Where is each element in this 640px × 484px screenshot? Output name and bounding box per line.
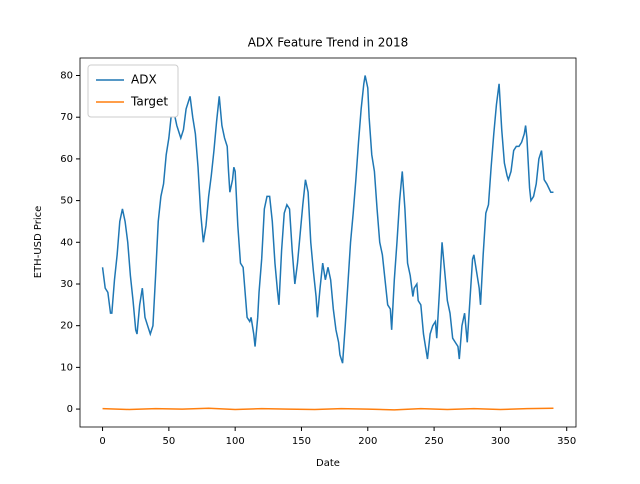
y-axis-label: ETH-USD Price: [33, 206, 44, 279]
legend-label: Target: [130, 95, 168, 109]
x-tick-label: 300: [491, 436, 510, 447]
legend-box: [87, 64, 179, 118]
y-tick-label: 0: [67, 404, 73, 415]
y-tick-label: 50: [60, 196, 73, 207]
x-tick-label: 250: [425, 436, 444, 447]
x-tick-label: 50: [162, 436, 175, 447]
chart-title: ADX Feature Trend in 2018: [248, 36, 409, 50]
data-line: [102, 407, 554, 411]
x-tick-label: 200: [358, 436, 377, 447]
y-tick-label: 60: [60, 154, 73, 165]
data-line: [101, 75, 554, 364]
plot-frame: [79, 57, 577, 428]
y-tick-label: 80: [60, 71, 73, 82]
y-tick-label: 20: [60, 321, 73, 332]
y-tick-label: 30: [60, 279, 73, 290]
y-tick-label: 40: [60, 237, 73, 248]
x-tick-label: 350: [557, 436, 576, 447]
x-tick-label: 150: [292, 436, 311, 447]
x-tick-label: 0: [99, 436, 105, 447]
x-axis-label: Date: [316, 458, 340, 469]
legend-label: ADX: [131, 73, 157, 87]
y-tick-label: 70: [60, 112, 73, 123]
y-tick-label: 10: [60, 362, 73, 373]
x-tick-label: 100: [226, 436, 245, 447]
